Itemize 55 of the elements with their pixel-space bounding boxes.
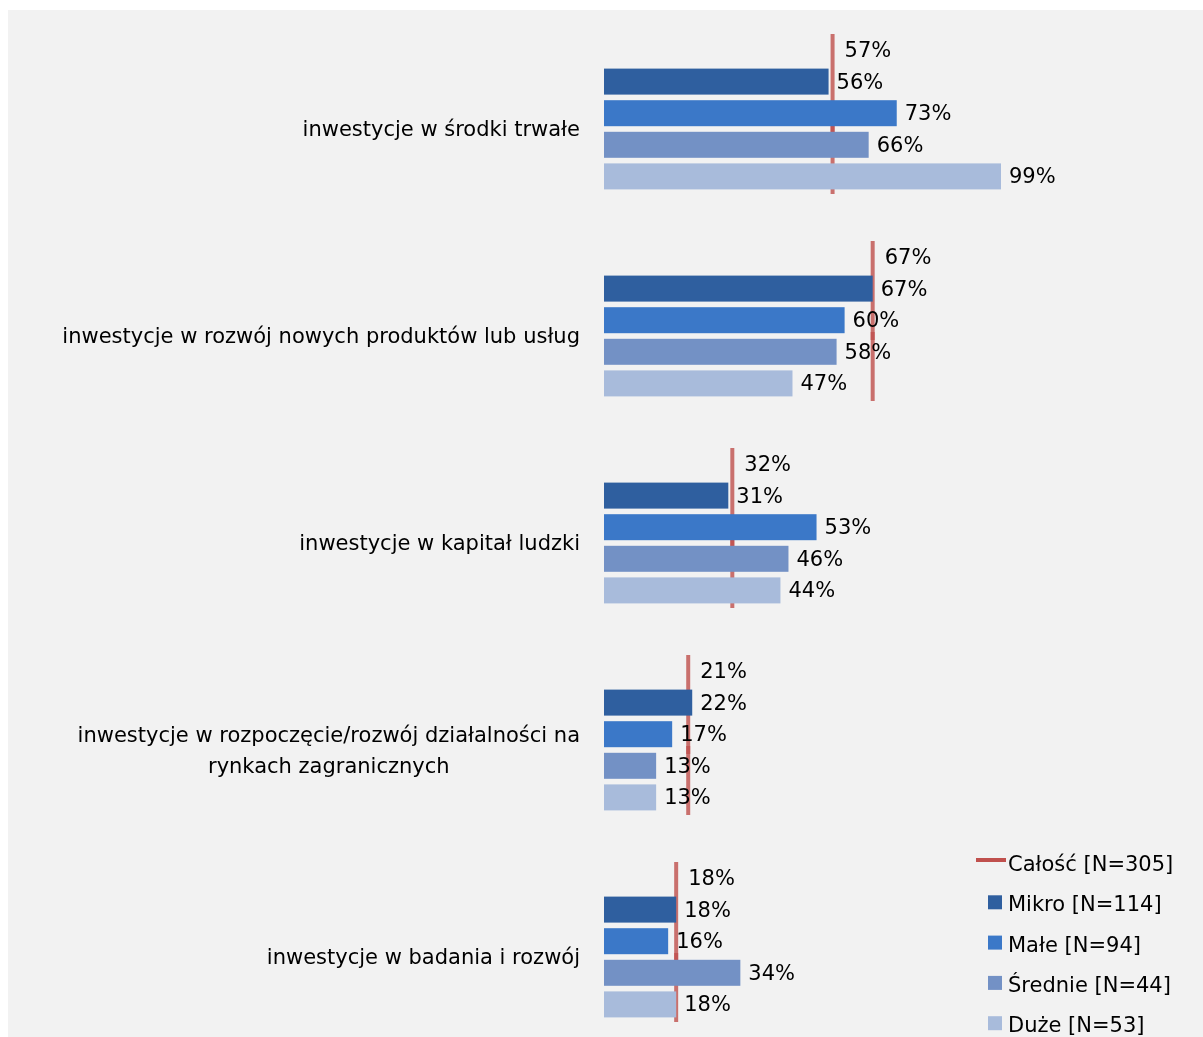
- bar: [604, 131, 869, 158]
- bar: [604, 928, 669, 955]
- bar: [604, 959, 741, 986]
- data-label: 67%: [880, 276, 928, 301]
- bar: [604, 275, 873, 302]
- annotation: 57%: [844, 38, 892, 62]
- legend-label: Całość [N=305]: [1008, 852, 1174, 876]
- data-label: 99%: [1009, 164, 1056, 189]
- y-tick-label: inwestycje w rozwój nowych produktów lub usług: [62, 324, 580, 348]
- data-label: 44%: [788, 578, 836, 603]
- data-label: 13%: [664, 753, 711, 778]
- data-label: 17%: [680, 722, 727, 747]
- y-tick-label: inwestycje w rozpoczęcie/rozwój działalności na rynkach zagranicznych: [77, 722, 580, 778]
- data-label: 22%: [700, 690, 747, 715]
- data-label: 56%: [836, 69, 884, 94]
- annotation: 32%: [744, 452, 792, 476]
- data-label: 18%: [684, 992, 731, 1017]
- data-label: 53%: [824, 515, 872, 540]
- data-label: 47%: [800, 371, 848, 396]
- bar: [604, 721, 673, 748]
- bar: [604, 545, 789, 572]
- bar: [604, 896, 677, 923]
- legend-label: Małe [N=94]: [1008, 932, 1141, 957]
- bar: [604, 370, 793, 397]
- data-label: 16%: [676, 929, 723, 954]
- bar: [604, 784, 657, 811]
- data-label: 46%: [796, 546, 844, 571]
- bar: [604, 514, 817, 541]
- bar: [604, 577, 781, 604]
- y-tick-label: inwestycje w badania i rozwój: [266, 945, 580, 969]
- legend-label: Mikro [N=114]: [1008, 892, 1162, 917]
- bar: [604, 991, 677, 1018]
- annotation: 21%: [700, 659, 747, 683]
- data-label: 73%: [904, 101, 952, 126]
- bar: [604, 338, 837, 365]
- bar: [604, 307, 845, 334]
- bar: [604, 752, 657, 779]
- data-label: 18%: [684, 897, 731, 922]
- data-label: 58%: [844, 339, 892, 364]
- bar: [604, 100, 897, 127]
- data-label: 13%: [664, 785, 711, 810]
- legend-label: Średnie [N=44]: [1008, 971, 1171, 997]
- legend-label: Duże [N=53]: [1008, 1013, 1145, 1037]
- bar: [604, 482, 729, 509]
- y-tick-label: inwestycje w kapitał ludzki: [299, 531, 580, 555]
- annotation: 18%: [688, 866, 735, 890]
- data-label: 31%: [736, 483, 783, 508]
- data-label: 60%: [852, 308, 900, 333]
- bar: [604, 163, 1001, 190]
- data-label: 66%: [876, 132, 924, 157]
- bar: [604, 68, 829, 95]
- data-label: 34%: [748, 960, 796, 985]
- annotation: 67%: [884, 245, 932, 269]
- y-tick-label: inwestycje w środki trwałe: [302, 117, 580, 141]
- bar: [604, 689, 693, 716]
